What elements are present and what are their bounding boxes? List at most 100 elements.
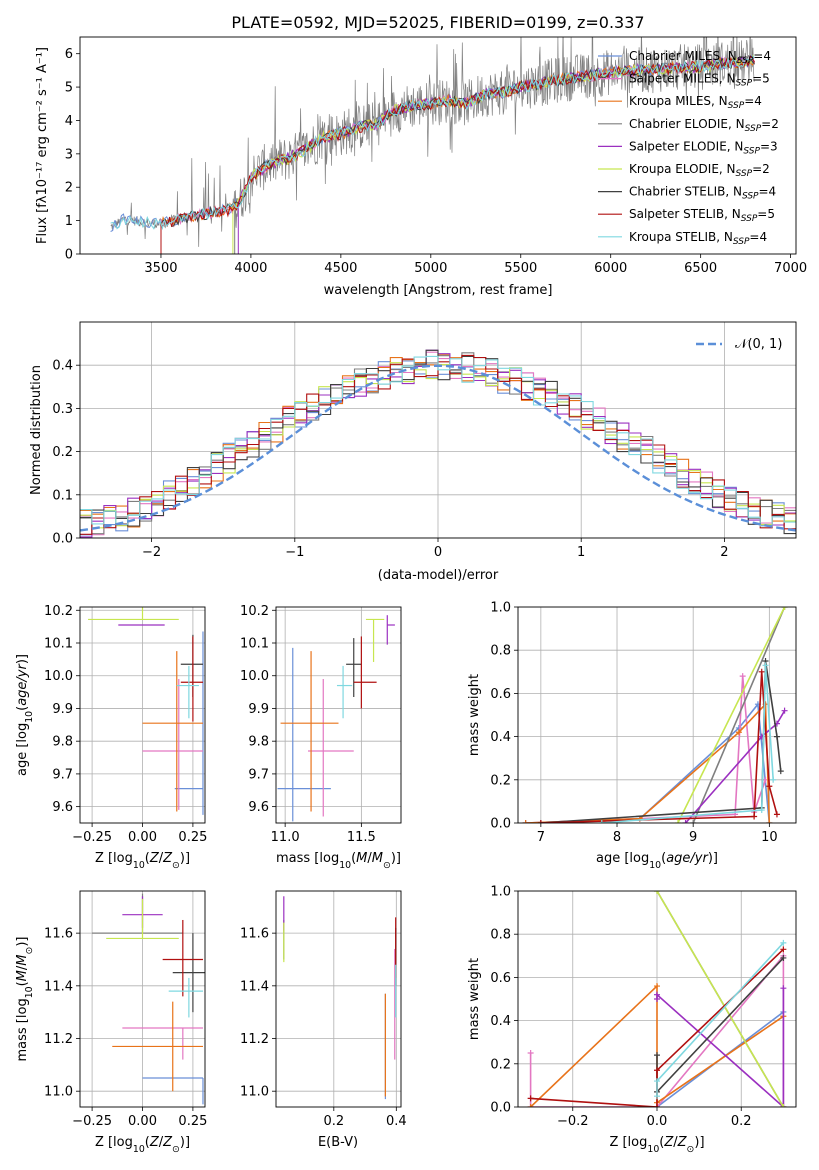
mass-weight-marker	[773, 811, 780, 818]
model-spectrum-line	[160, 56, 756, 254]
data-point-errorbar	[336, 665, 353, 719]
figure-title: PLATE=0592, MJD=52025, FIBERID=0199, z=0…	[231, 13, 644, 32]
mass-weight-marker	[780, 939, 787, 946]
x-tick-label: 10	[761, 830, 778, 845]
mass-weight-marker	[780, 985, 787, 992]
data-point-errorbar	[168, 977, 203, 1018]
y-tick-label: 11.0	[240, 1085, 269, 1100]
data-point-errorbar	[280, 651, 339, 812]
y-tick-label: 9.8	[248, 735, 269, 750]
plot-area	[518, 607, 796, 823]
y-tick-label: 9.8	[52, 735, 73, 750]
x-axis-label: Z [log10(Z/Z⊙)]	[609, 1135, 704, 1155]
y-tick-label: 4	[65, 114, 73, 129]
y-tick-label: 10.2	[44, 604, 73, 619]
data-point-errorbar	[142, 679, 203, 810]
x-axis-label: E(B-V)	[318, 1135, 358, 1150]
data-point-errorbar	[172, 933, 205, 1013]
x-tick-label: −0.25	[72, 1114, 112, 1129]
mass-weight-line	[677, 607, 786, 823]
y-tick-label: 0.8	[490, 644, 511, 659]
axes-frame	[275, 606, 402, 824]
plot-area	[518, 891, 796, 1107]
x-tick-label: 2	[720, 545, 728, 560]
x-tick-label: 4000	[234, 261, 267, 276]
x-axis-label: mass [log10(M/M⊙)]	[276, 851, 401, 871]
y-tick-label: 0.1	[52, 488, 73, 503]
x-tick-label: 0.0	[647, 1114, 668, 1129]
y-tick-label: 9.7	[52, 767, 73, 782]
y-tick-label: 1	[65, 214, 73, 229]
mass-weight-marker	[758, 668, 765, 675]
plot-area	[80, 891, 205, 1107]
mass-weight-marker	[682, 820, 689, 823]
y-axis-label: age [log10(age/yr)]	[15, 654, 35, 776]
mass-weight-line	[692, 607, 786, 823]
mass-weight-marker	[780, 1104, 787, 1107]
data-point-errorbar	[88, 607, 179, 621]
mass-weight-marker	[654, 1104, 660, 1107]
y-tick-label: 9.9	[248, 702, 269, 717]
legend-entry: Chabrier MILES, NSSP=4	[629, 49, 771, 66]
mass-weight-marker	[654, 991, 660, 998]
y-tick-label: 10.0	[240, 669, 269, 684]
mass-weight-marker	[751, 813, 758, 820]
axes-frame	[79, 890, 206, 1108]
y-tick-label: 0.4	[490, 730, 511, 745]
x-tick-label: 0.25	[178, 1114, 207, 1129]
mass-weight-marker	[654, 1078, 660, 1085]
panel-spectrum: 3500 4000 4500 5000 5500 6000 6500 7000 0 1 2 3 4 5 6 w…	[35, 36, 807, 298]
legend-entry: Chabrier STELIB, NSSP=4	[629, 185, 776, 202]
data-point-errorbar	[162, 919, 203, 997]
mass-weight-marker	[674, 820, 681, 823]
mass-weight-marker	[527, 1050, 534, 1056]
x-tick-label: 3500	[144, 261, 177, 276]
x-tick-label: 5000	[414, 261, 447, 276]
data-point-errorbar	[176, 665, 199, 719]
mass-weight-marker	[654, 1093, 660, 1100]
x-axis-label: age [log10(age/yr)]	[596, 851, 718, 871]
y-tick-label: 1.0	[490, 601, 511, 616]
data-point-errorbar	[92, 893, 183, 934]
mass-weight-marker	[654, 891, 660, 894]
mass-weight-line	[530, 984, 784, 1107]
mass-weight-line	[601, 665, 774, 823]
mass-weight-marker	[654, 1052, 660, 1059]
x-axis-label: Z [log10(Z/Z⊙)]	[95, 851, 190, 871]
panel-mass_vs_ebv: 0.2 0.4 11.0 11.2 11.4 11.6	[240, 890, 407, 1129]
y-axis-label: mass weight	[467, 674, 482, 756]
legend-entry: Kroupa ELODIE, NSSP=2	[629, 162, 770, 179]
mass-weight-line	[525, 702, 771, 823]
model-spectrum-line	[160, 56, 755, 254]
legend-entry: Salpeter MILES, NSSP=5	[629, 72, 770, 89]
y-tick-label: 10.1	[240, 637, 269, 652]
mass-weight-marker	[527, 1095, 534, 1102]
y-tick-label: 2	[65, 181, 73, 196]
mass-weight-marker	[762, 662, 769, 669]
data-point-errorbar	[346, 638, 362, 697]
mass-weight-line	[656, 957, 784, 1094]
data-point-errorbar	[365, 618, 385, 662]
mass-weight-marker	[690, 820, 697, 823]
mass-weight-marker	[739, 673, 746, 680]
model-spectrum-line	[110, 55, 755, 231]
mass-weight-marker	[735, 729, 742, 736]
x-tick-label: −1	[285, 545, 304, 560]
mass-weight-marker	[522, 820, 529, 823]
model-spectrum-line	[160, 55, 755, 254]
y-tick-label: 0.8	[490, 928, 511, 943]
model-spectrum-line	[160, 54, 756, 254]
axes-frame	[79, 36, 797, 255]
x-tick-label: 0.4	[386, 1114, 407, 1129]
x-tick-label: 0.00	[128, 1114, 157, 1129]
x-tick-label: 11.5	[347, 830, 376, 845]
mass-weight-marker	[773, 733, 780, 740]
y-axis-label: mass weight	[467, 958, 482, 1040]
y-tick-label: 9.7	[248, 767, 269, 782]
data-point-errorbar	[106, 898, 179, 940]
x-tick-label: −0.2	[557, 1114, 589, 1129]
x-tick-label: 0	[434, 545, 442, 560]
y-tick-label: 0.0	[490, 817, 511, 832]
x-tick-label: 1	[577, 545, 585, 560]
x-tick-label: 9	[689, 830, 697, 845]
